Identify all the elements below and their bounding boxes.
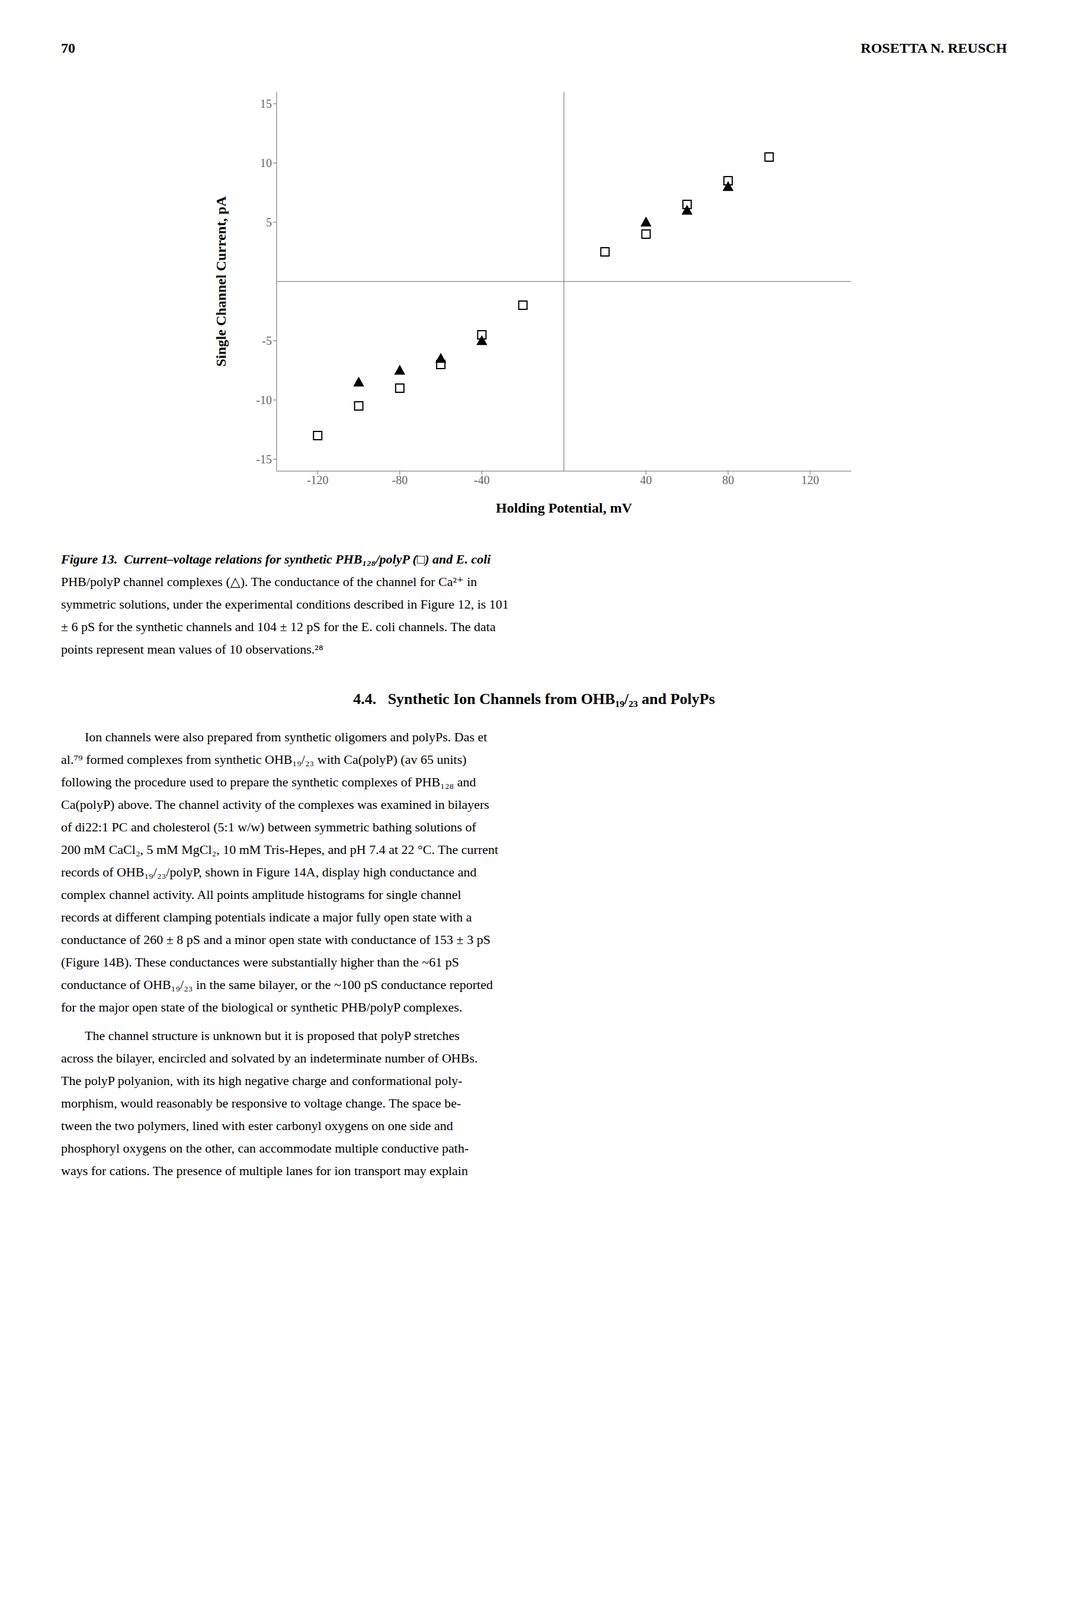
html-text:70: 70 bbox=[61, 40, 76, 56]
html-text:records at different clamping: records at different clamping potentials… bbox=[61, 909, 472, 925]
svg-text:-40: -40 bbox=[473, 473, 490, 487]
html-text:following the procedure used t: following the procedure used to prepare … bbox=[61, 774, 476, 790]
svg-text:-80: -80 bbox=[391, 473, 408, 487]
html-text:Figure 13. Current–voltage rel: Figure 13. Current–voltage relations for… bbox=[61, 551, 491, 567]
svg-text:-10: -10 bbox=[255, 393, 272, 407]
html-text:complex channel activity. All: complex channel activity. All points amp… bbox=[61, 886, 462, 902]
svg-text:-15: -15 bbox=[255, 452, 272, 466]
html-text:ways for cations. The presence: ways for cations. The presence of multip… bbox=[61, 1162, 468, 1178]
html-text:of di22:1 PC and cholesterol (: of di22:1 PC and cholesterol (5:1 w/w) b… bbox=[61, 819, 477, 835]
html-text:± 6 pS for the synthetic chann: ± 6 pS for the synthetic channels and 10… bbox=[61, 619, 496, 634]
html-text:points represent mean values o: points represent mean values of 10 obser… bbox=[61, 641, 324, 657]
html-text:morphism, would reasonably be: morphism, would reasonably be responsive… bbox=[61, 1095, 462, 1111]
svg-text:Single Channel Current, pA: Single Channel Current, pA bbox=[212, 196, 229, 367]
svg-text:10: 10 bbox=[260, 156, 272, 170]
html-text:symmetric solutions, under the: symmetric solutions, under the experimen… bbox=[61, 596, 509, 612]
html-text:conductance of OHB₁₉/₂₃ in the: conductance of OHB₁₉/₂₃ in the same bila… bbox=[61, 976, 493, 992]
svg-text:-5: -5 bbox=[261, 334, 272, 348]
svg-text:120: 120 bbox=[800, 473, 819, 487]
svg-text:Holding Potential, mV: Holding Potential, mV bbox=[495, 499, 633, 516]
html-text:across the bilayer, encircled: across the bilayer, encircled and solvat… bbox=[61, 1050, 478, 1066]
html-text:Ca(polyP) above. The channel a: Ca(polyP) above. The channel activity of… bbox=[61, 796, 490, 812]
html-text:phosphoryl oxygens on the othe: phosphoryl oxygens on the other, can acc… bbox=[61, 1140, 469, 1156]
html-text:conductance of 260 ± 8 pS and: conductance of 260 ± 8 pS and a minor op… bbox=[61, 931, 491, 947]
html-text:records of OHB₁₉/₂₃/polyP, sho: records of OHB₁₉/₂₃/polyP, shown in Figu… bbox=[61, 864, 477, 880]
html-text:Ion channels were also prepare: Ion channels were also prepared from syn… bbox=[84, 729, 488, 744]
html-text:The channel structure is unkno: The channel structure is unknown but it … bbox=[84, 1027, 460, 1043]
html-text:The polyP polyanion, with its: The polyP polyanion, with its high negat… bbox=[61, 1072, 463, 1088]
svg-text:-120: -120 bbox=[306, 473, 329, 487]
html-text:(Figure 14B). These conductanc: (Figure 14B). These conductances were su… bbox=[61, 954, 460, 970]
svg-text:15: 15 bbox=[260, 97, 272, 111]
html-text:200 mM CaCl₂, 5 mM MgCl₂, 10 m: 200 mM CaCl₂, 5 mM MgCl₂, 10 mM Tris-Hep… bbox=[61, 841, 499, 857]
html-text:ROSETTA N. REUSCH: ROSETTA N. REUSCH bbox=[860, 40, 1007, 56]
html-text:for the major open state of th: for the major open state of the biologic… bbox=[61, 999, 463, 1015]
html-text:PHB/polyP channel complexes (△: PHB/polyP channel complexes (△). The con… bbox=[61, 573, 478, 589]
html-text:tween the two polymers, lined: tween the two polymers, lined with ester… bbox=[61, 1117, 453, 1133]
svg-text:40: 40 bbox=[639, 473, 652, 487]
svg-text:5: 5 bbox=[265, 215, 272, 229]
html-text:4.4. Synthetic Ion Channels fr: 4.4. Synthetic Ion Channels from OHB₁₉/₂… bbox=[353, 690, 715, 708]
svg-text:80: 80 bbox=[722, 473, 734, 487]
html-text:al.⁷⁹ formed complexes from sy: al.⁷⁹ formed complexes from synthetic OH… bbox=[61, 751, 467, 767]
